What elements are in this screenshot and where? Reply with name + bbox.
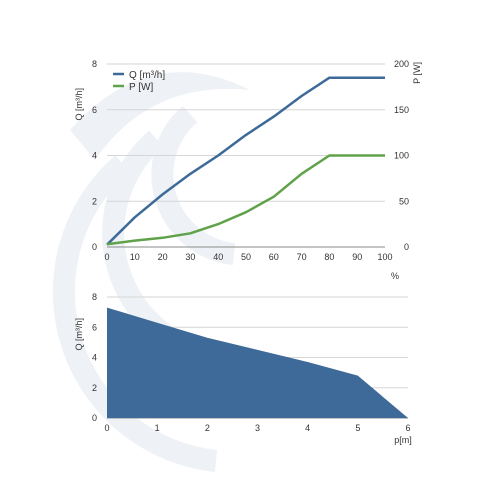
chart1-x-ticks: 0 10 20 30 40 50 60 70 80 90 100 [104, 252, 392, 262]
chart2-y-tick: 2 [92, 383, 97, 393]
chart1-left-y-tick: 2 [92, 196, 97, 206]
chart2-x-tick: 3 [255, 423, 260, 433]
chart2-x-tick: 2 [205, 423, 210, 433]
chart1-x-tick: 40 [213, 252, 223, 262]
power-series-line [106, 154, 385, 246]
chart2-x-tick: 1 [155, 423, 160, 433]
chart1-legend: Q [m³/h] P [W] [113, 70, 165, 93]
chart2-area [107, 307, 408, 418]
chart1-left-y-tick: 6 [92, 105, 97, 115]
watermark-arc-2 [151, 105, 236, 265]
chart2-x-ticks: 0 1 2 3 4 5 6 [104, 423, 410, 433]
chart1-x-tick: 10 [130, 252, 140, 262]
chart2-x-tick: 6 [405, 423, 410, 433]
flow-head-area [107, 307, 408, 418]
chart2-y-axis-title: Q [m³/h] [74, 318, 84, 351]
chart2-x-tick: 5 [355, 423, 360, 433]
chart2-y-tick: 0 [92, 413, 97, 423]
legend-label-power: P [W] [129, 82, 153, 93]
chart1-right-y-tick: 150 [394, 105, 409, 115]
chart1-series [106, 76, 385, 246]
chart2-x-tick: 0 [104, 423, 109, 433]
chart1-right-y-tick: 200 [394, 59, 409, 69]
chart2-x-tick: 4 [305, 423, 310, 433]
chart1-left-y-tick: 8 [92, 59, 97, 69]
chart2-y-tick: 8 [92, 292, 97, 302]
chart1-right-y-tick: 0 [404, 242, 409, 252]
chart1-x-tick: 70 [297, 252, 307, 262]
legend-label-flow: Q [m³/h] [129, 70, 165, 81]
flow-power-chart: 0 2 4 6 8 0 50 100 150 200 0 10 20 30 40 50 60 70 80 90 10… [74, 59, 422, 281]
chart1-right-axis-title: P [W] [412, 62, 422, 84]
chart1-x-tick: 50 [241, 252, 251, 262]
chart1-left-y-tick: 0 [92, 242, 97, 252]
watermark-arc-0 [52, 155, 218, 472]
chart1-x-tick: 90 [352, 252, 362, 262]
chart2-x-axis-title: p[m] [394, 435, 412, 445]
chart1-right-y-tick: 100 [394, 151, 409, 161]
chart1-left-y-tick: 4 [92, 151, 97, 161]
chart2-y-ticks: 0 2 4 6 8 [92, 292, 97, 423]
chart1-x-tick: 0 [104, 252, 109, 262]
chart1-left-axis-title: Q [m³/h] [74, 88, 84, 121]
flow-head-chart: 0 2 4 6 8 0 1 2 3 4 5 6 Q [m³/h] p[m] [74, 292, 412, 445]
chart1-x-tick: 100 [377, 252, 392, 262]
chart1-left-y-ticks: 0 2 4 6 8 [92, 59, 97, 252]
flow-series-line [106, 76, 385, 246]
chart2-y-tick: 6 [92, 322, 97, 332]
chart1-x-axis-title: % [391, 271, 399, 281]
chart1-right-y-ticks: 0 50 100 150 200 [394, 59, 409, 252]
chart1-x-tick: 30 [185, 252, 195, 262]
chart1-right-y-tick: 50 [399, 196, 409, 206]
chart1-x-tick: 20 [158, 252, 168, 262]
chart2-y-tick: 4 [92, 353, 97, 363]
chart1-x-tick: 60 [269, 252, 279, 262]
chart1-x-tick: 80 [324, 252, 334, 262]
watermark-swoosh [70, 72, 250, 160]
